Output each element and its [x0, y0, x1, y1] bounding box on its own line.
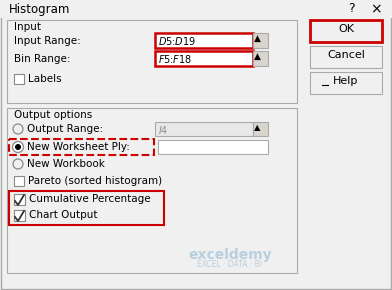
Bar: [155, 122, 253, 136]
Bar: [14, 210, 25, 221]
Bar: [310, 46, 382, 68]
Text: Cancel: Cancel: [327, 50, 365, 60]
Text: Chart Output: Chart Output: [29, 210, 98, 220]
Text: New Workbook: New Workbook: [27, 159, 105, 169]
Text: Pareto (sorted histogram): Pareto (sorted histogram): [28, 176, 162, 186]
Text: Bin Range:: Bin Range:: [14, 54, 71, 64]
Text: ▲: ▲: [254, 52, 261, 61]
Text: $I$4: $I$4: [158, 124, 169, 136]
Text: Help: Help: [333, 76, 359, 86]
Text: $D$5:$D$19: $D$5:$D$19: [158, 35, 196, 47]
Bar: [253, 122, 268, 136]
Text: ×: ×: [370, 2, 382, 16]
Text: EXCEL · DATA · BI: EXCEL · DATA · BI: [198, 260, 263, 269]
Text: Input Range:: Input Range:: [14, 36, 81, 46]
Bar: [9, 139, 154, 155]
Bar: [253, 51, 268, 66]
Text: New Worksheet Ply:: New Worksheet Ply:: [27, 142, 130, 152]
Text: ▲: ▲: [254, 34, 261, 43]
Text: OK: OK: [338, 24, 354, 34]
Circle shape: [13, 142, 24, 153]
Text: Labels: Labels: [28, 74, 62, 84]
Bar: [9, 191, 164, 225]
Bar: [310, 72, 382, 94]
Bar: [155, 33, 253, 48]
Text: Output options: Output options: [14, 110, 92, 120]
Bar: [14, 176, 24, 186]
Bar: [253, 33, 268, 48]
Bar: [155, 51, 253, 66]
Bar: [0, 0, 392, 18]
Text: Cumulative Percentage: Cumulative Percentage: [29, 194, 151, 204]
Bar: [7, 108, 297, 273]
Text: ▲: ▲: [254, 123, 261, 132]
Bar: [7, 20, 297, 103]
Bar: [158, 140, 268, 154]
Text: $F$5:$F$18: $F$5:$F$18: [158, 53, 192, 65]
Text: Output Range:: Output Range:: [27, 124, 103, 134]
Circle shape: [15, 144, 21, 150]
Text: Input: Input: [14, 22, 41, 32]
Bar: [14, 74, 24, 84]
Bar: [14, 194, 25, 205]
Text: ?: ?: [348, 2, 355, 15]
Bar: [310, 20, 382, 42]
Text: Histogram: Histogram: [9, 3, 71, 16]
Text: exceldemy: exceldemy: [188, 248, 272, 262]
